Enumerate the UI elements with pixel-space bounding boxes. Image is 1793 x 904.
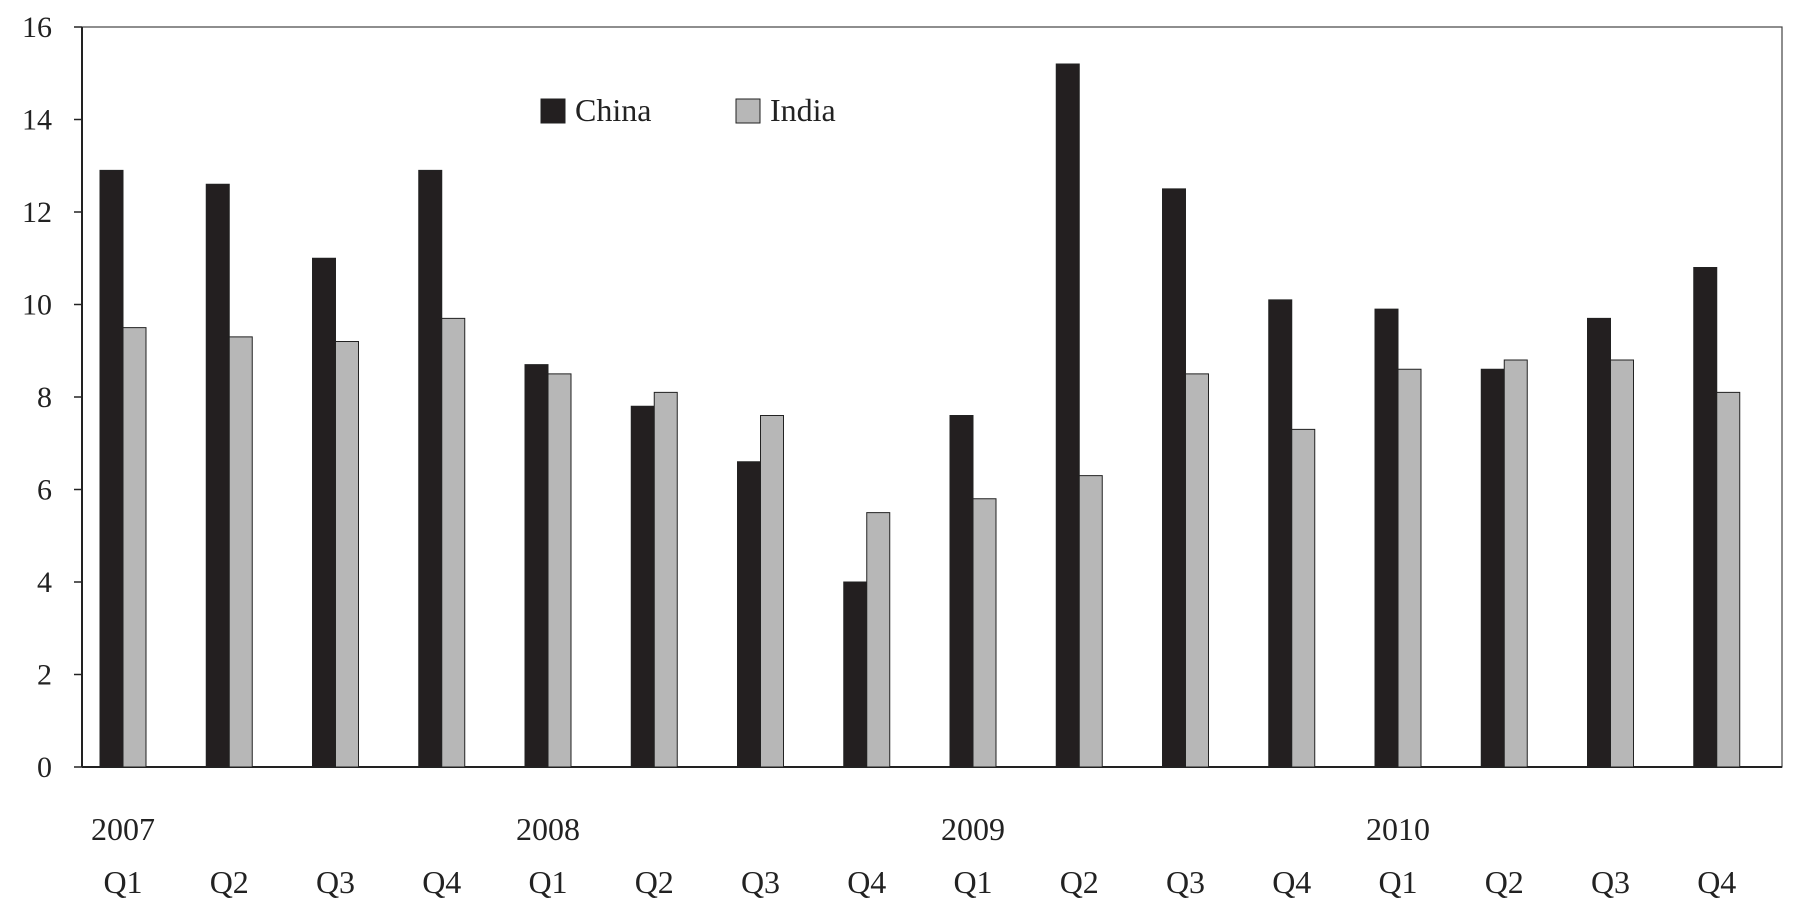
bar-india xyxy=(1610,359,1634,768)
bar-china xyxy=(524,364,549,768)
y-tick-label: 10 xyxy=(22,289,52,322)
x-year-label: 2007 xyxy=(91,811,155,847)
bar-china xyxy=(1693,267,1718,768)
bar-china xyxy=(1587,317,1611,768)
x-category-label: Q1 xyxy=(103,864,142,900)
bar-china xyxy=(1162,188,1186,768)
bar-india xyxy=(1716,391,1741,768)
x-category-label: Q4 xyxy=(847,864,886,900)
legend-swatch-india xyxy=(735,98,761,124)
bar-china xyxy=(99,169,124,768)
bar-china xyxy=(205,183,230,768)
bar-india xyxy=(335,341,359,768)
x-axis: Q1 Q2 Q3 Q4 Q1 Q2 Q3 Q4 Q1 Q2 Q3 Q4 Q1 Q2 Q3 Q4 2007 2008… xyxy=(91,811,1736,900)
x-category-label: Q3 xyxy=(316,864,355,900)
x-category-label: Q1 xyxy=(528,864,567,900)
x-category-label: Q2 xyxy=(1060,864,1099,900)
y-tick-label: 12 xyxy=(22,196,52,229)
x-category-label: Q4 xyxy=(1272,864,1311,900)
bar-china xyxy=(1374,308,1399,768)
bar-india xyxy=(122,327,147,768)
x-category-label: Q2 xyxy=(1485,864,1524,900)
x-category-label: Q2 xyxy=(210,864,249,900)
bar-india xyxy=(760,415,784,768)
x-category-label: Q2 xyxy=(635,864,674,900)
bar-china xyxy=(737,461,761,768)
bar-china xyxy=(312,257,336,768)
bar-india xyxy=(441,317,466,768)
bar-india xyxy=(228,336,253,768)
bar-india xyxy=(1397,368,1422,768)
legend-swatch-china xyxy=(540,98,566,124)
bar-china xyxy=(1480,368,1505,768)
x-year-label: 2009 xyxy=(941,811,1005,847)
bar-india xyxy=(866,512,891,768)
x-year-label: 2010 xyxy=(1366,811,1430,847)
bar-india xyxy=(547,373,572,768)
x-year-label: 2008 xyxy=(516,811,580,847)
bar-china xyxy=(843,581,868,768)
bar-india xyxy=(972,498,997,768)
bar-india xyxy=(1503,359,1528,768)
bar-india xyxy=(1291,428,1316,768)
x-category-label: Q3 xyxy=(1166,864,1205,900)
y-tick-label: 2 xyxy=(37,659,52,692)
x-category-label: Q4 xyxy=(422,864,461,900)
bar-china xyxy=(1268,299,1293,768)
y-tick-label: 16 xyxy=(22,11,52,44)
legend: China India xyxy=(540,92,836,128)
y-tick-label: 14 xyxy=(22,104,52,137)
bar-china xyxy=(630,405,655,768)
x-category-label: Q4 xyxy=(1697,864,1736,900)
x-category-label: Q3 xyxy=(741,864,780,900)
legend-label-china: China xyxy=(575,92,651,128)
y-tick-label: 6 xyxy=(37,474,52,507)
y-tick-label: 8 xyxy=(37,381,52,414)
bar-india xyxy=(1185,373,1209,768)
y-tick-label: 4 xyxy=(37,566,52,599)
bar-china xyxy=(418,169,443,768)
y-axis: 0 2 4 6 8 10 12 14 16 xyxy=(22,11,82,784)
plot-area xyxy=(81,26,1783,768)
legend-label-india: India xyxy=(770,92,836,128)
x-category-label: Q1 xyxy=(953,864,992,900)
bar-india xyxy=(1078,475,1103,768)
bar-china xyxy=(949,415,974,768)
x-category-label: Q1 xyxy=(1378,864,1417,900)
bar-china xyxy=(1055,63,1080,768)
y-tick-label: 0 xyxy=(37,751,52,784)
x-category-label: Q3 xyxy=(1591,864,1630,900)
bar-india xyxy=(653,391,678,768)
